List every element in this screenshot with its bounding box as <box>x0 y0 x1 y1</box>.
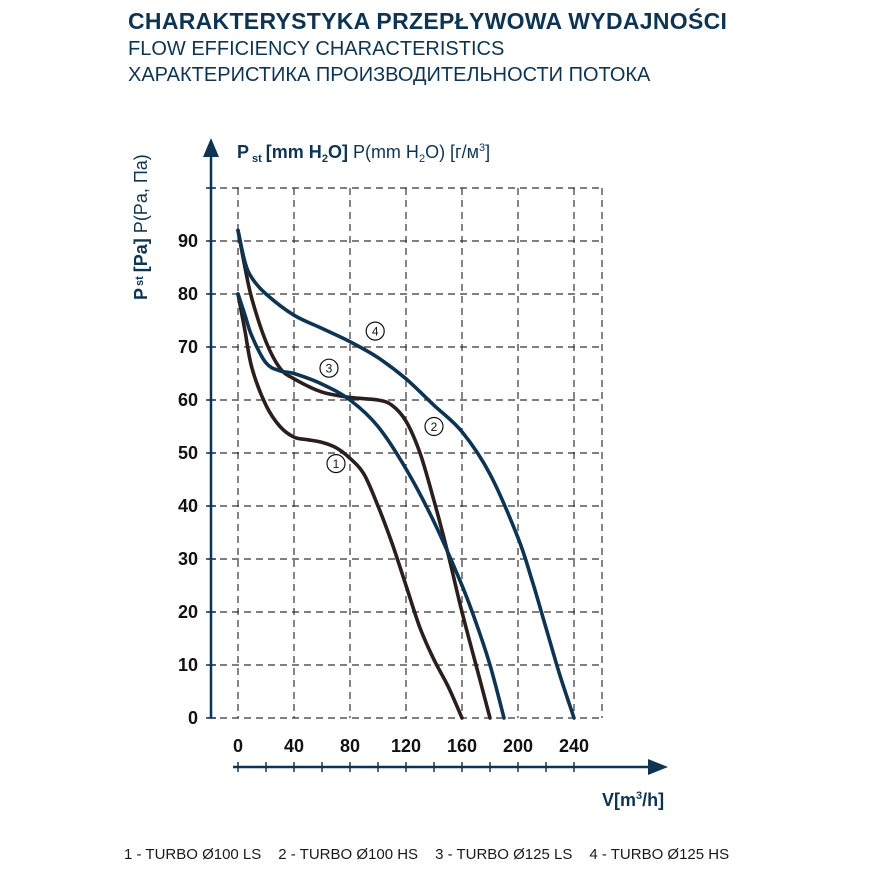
y-tick-label: 90 <box>178 231 198 251</box>
y-tick-label: 40 <box>178 496 198 516</box>
legend: 1 - TURBO Ø100 LS 2 - TURBO Ø100 HS 3 - TU… <box>124 846 746 863</box>
y-tick-label: 80 <box>178 284 198 304</box>
legend-item-3: 3 - TURBO Ø125 LS <box>435 846 573 863</box>
y-top-alt-sup: 3 <box>479 142 485 154</box>
y-top-sub: st <box>252 153 262 165</box>
y-top-unit: [mm H <box>266 142 322 162</box>
x-tick-label: 120 <box>391 736 421 756</box>
y-tick-label: 10 <box>178 655 198 675</box>
y-top-alt-end: O) [г/м <box>425 142 479 162</box>
curve-marker-label-1: 1 <box>333 457 340 471</box>
legend-item-4: 4 - TURBO Ø125 HS <box>589 846 730 863</box>
y-tick-label: 30 <box>178 549 198 569</box>
legend-item-1: 1 - TURBO Ø100 LS <box>124 846 262 863</box>
x-title-main: V[m <box>602 790 636 810</box>
y-tick-label: 20 <box>178 602 198 622</box>
curve-marker-label-2: 2 <box>431 420 438 434</box>
x-tick-label: 200 <box>503 736 533 756</box>
y-top-alt-sub: 2 <box>419 153 425 165</box>
y-top-alt: P(mm H <box>353 142 419 162</box>
y-tick-label: 60 <box>178 390 198 410</box>
y-side-p: P <box>131 288 151 300</box>
curve-4 <box>236 228 576 720</box>
title-russian: ХАРАКТЕРИСТИКА ПРОИЗВОДИТЕЛЬНОСТИ ПОТОКА <box>128 64 651 86</box>
curve-markers: 1 2 3 4 <box>319 321 444 474</box>
x-tick-label: 80 <box>340 736 360 756</box>
curve-2 <box>236 228 492 720</box>
curve-marker-circle-2 <box>424 416 444 437</box>
y-tick-label: 0 <box>188 708 198 728</box>
x-tick-label: 0 <box>233 736 243 756</box>
grid-lines <box>208 187 603 719</box>
x-tick-label: 160 <box>447 736 477 756</box>
y-tick-labels: 0 10 20 30 40 50 60 70 80 90 <box>178 231 198 728</box>
x-tick-labels: 0 40 80 120 160 200 240 <box>233 736 589 756</box>
x-tick-label: 240 <box>559 736 589 756</box>
y-axis-arrow-icon <box>203 138 219 157</box>
x-axis-title: V[m3/h] <box>602 790 664 810</box>
curve-3 <box>236 292 506 720</box>
curve-marker-circle-1 <box>326 454 346 474</box>
curve-marker-label-3: 3 <box>326 362 333 376</box>
y-axis-title-side: Pst [Pa] P(Pa, Па) <box>131 154 151 300</box>
y-tick-label: 70 <box>178 337 198 357</box>
axes <box>203 138 668 775</box>
title-english: FLOW EFFICIENCY CHARACTERISTICS <box>128 38 505 60</box>
x-tick-label: 40 <box>284 736 304 756</box>
title-block: CHARAKTERYSTYKA PRZEPŁYWOWA WYDAJNOŚCI F… <box>128 8 728 86</box>
y-tick-label: 50 <box>178 443 198 463</box>
y-top-alt-close: ] <box>485 142 490 162</box>
curve-1 <box>236 292 464 720</box>
legend-item-2: 2 - TURBO Ø100 HS <box>278 846 419 863</box>
y-top-p: P <box>237 142 249 162</box>
y-top-unit-end: O] <box>328 142 348 162</box>
curves <box>236 228 576 720</box>
y-side-sub: st <box>134 276 146 286</box>
curve-marker-circle-4 <box>365 321 385 341</box>
curve-marker-label-4: 4 <box>372 325 379 339</box>
y-top-sub2: 2 <box>322 153 328 165</box>
y-side-alt: P(Pa, Па) <box>131 154 151 233</box>
title-polish: CHARAKTERYSTYKA PRZEPŁYWOWA WYDAJNOŚCI <box>128 8 728 34</box>
x-title-end: /h] <box>642 790 664 810</box>
y-side-unit: [Pa] <box>131 238 151 272</box>
x-title-sup: 3 <box>636 790 642 802</box>
curve-marker-circle-3 <box>319 358 339 378</box>
x-axis-arrow-icon <box>648 759 668 775</box>
